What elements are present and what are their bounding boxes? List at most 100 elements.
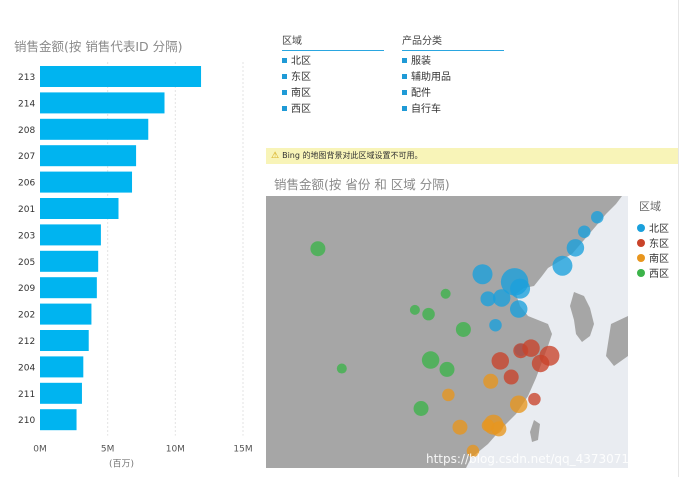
map-canvas bbox=[310, 196, 628, 468]
bar-213[interactable] bbox=[40, 66, 202, 87]
bar-201[interactable] bbox=[40, 198, 119, 219]
map-bubble[interactable] bbox=[413, 401, 429, 416]
slicer-category: 产品分类 服装 辅助用品 配件 自行车 bbox=[402, 32, 504, 118]
x-tick-label: 15M bbox=[233, 445, 252, 455]
legend-item-west[interactable]: 西区 bbox=[637, 265, 669, 280]
bar-204[interactable] bbox=[40, 356, 84, 378]
y-tick-label: 213 bbox=[18, 73, 35, 83]
y-tick-label: 205 bbox=[18, 258, 35, 268]
y-tick-label: 208 bbox=[18, 126, 35, 136]
map-bubble[interactable] bbox=[483, 373, 499, 389]
x-tick-label: 10M bbox=[166, 445, 185, 455]
map-bubble[interactable] bbox=[591, 211, 604, 224]
slicer-item-accessories-aux[interactable]: 辅助用品 bbox=[402, 70, 504, 86]
frame-divider bbox=[678, 0, 679, 477]
bar-207[interactable] bbox=[40, 145, 137, 167]
bar-205[interactable] bbox=[40, 250, 99, 272]
y-tick-label: 204 bbox=[18, 363, 35, 373]
bar-211[interactable] bbox=[40, 382, 82, 404]
warning-text: Bing 的地图背景对此区域设置不可用。 bbox=[282, 151, 423, 160]
checkbox-icon[interactable] bbox=[402, 89, 407, 95]
slicer-region-title: 区域 bbox=[282, 32, 384, 51]
map-bubble[interactable] bbox=[509, 395, 528, 414]
legend-item-east[interactable]: 东区 bbox=[637, 235, 669, 250]
bar-210[interactable] bbox=[40, 409, 77, 431]
map-bubble[interactable] bbox=[528, 392, 541, 406]
slicer-category-title: 产品分类 bbox=[402, 32, 504, 51]
legend-north-dot bbox=[637, 224, 645, 232]
legend-item-north[interactable]: 北区 bbox=[637, 220, 669, 235]
y-tick-label: 211 bbox=[18, 390, 35, 400]
map-bubble[interactable] bbox=[439, 361, 455, 377]
bar-212[interactable] bbox=[40, 330, 89, 351]
legend-west-dot bbox=[637, 269, 645, 277]
watermark-text: https://blog.csdn.net/qq_43730719 bbox=[426, 452, 637, 466]
map-bubble[interactable] bbox=[510, 278, 531, 299]
bar-202[interactable] bbox=[40, 303, 92, 325]
map-bubble[interactable] bbox=[491, 352, 510, 370]
map-bubble[interactable] bbox=[472, 264, 493, 285]
map-bubble[interactable] bbox=[492, 289, 511, 307]
map-bubble[interactable] bbox=[566, 239, 585, 257]
slicer-region: 区域 北区 东区 南区 西区 bbox=[282, 32, 384, 118]
bar-206[interactable] bbox=[40, 171, 133, 193]
taiwan-shape bbox=[530, 420, 540, 442]
checkbox-icon[interactable] bbox=[282, 89, 287, 95]
map-bubble[interactable] bbox=[503, 369, 519, 385]
y-tick-label: 202 bbox=[18, 311, 35, 321]
map-bubble[interactable] bbox=[442, 388, 455, 402]
slicer-item-south[interactable]: 南区 bbox=[282, 86, 384, 102]
map-warning-banner: ⚠ Bing 的地图背景对此区域设置不可用。 bbox=[266, 148, 678, 164]
map-bubble[interactable] bbox=[409, 304, 420, 315]
bubble-map[interactable] bbox=[266, 196, 628, 468]
map-bubble[interactable] bbox=[452, 419, 468, 435]
bar-203[interactable] bbox=[40, 224, 101, 246]
checkbox-icon[interactable] bbox=[402, 105, 407, 111]
map-bubble[interactable] bbox=[509, 300, 528, 318]
bar-chart-title: 销售金额(按 销售代表ID 分隔) bbox=[14, 39, 183, 54]
slicer-item-clothing[interactable]: 服装 bbox=[402, 54, 504, 70]
map-bubble[interactable] bbox=[336, 363, 347, 374]
bar-208[interactable] bbox=[40, 118, 149, 140]
slicer-item-components[interactable]: 配件 bbox=[402, 86, 504, 102]
slicer-item-bikes[interactable]: 自行车 bbox=[402, 102, 504, 118]
hainan-shape bbox=[451, 447, 469, 461]
y-tick-label: 206 bbox=[18, 179, 35, 189]
legend-east-dot bbox=[637, 239, 645, 247]
slicer-item-west[interactable]: 西区 bbox=[282, 102, 384, 118]
map-bubble[interactable] bbox=[531, 354, 550, 373]
map-bubble[interactable] bbox=[466, 444, 480, 458]
y-tick-label: 201 bbox=[18, 205, 35, 215]
map-bubble[interactable] bbox=[552, 255, 573, 276]
map-bubble[interactable] bbox=[513, 343, 529, 359]
bar-chart: 0M 5M 10M 15M (百万) 213 214 208 207 206 201 203 205 20… bbox=[18, 62, 253, 470]
map-bubble[interactable] bbox=[310, 241, 326, 257]
map-bubble[interactable] bbox=[480, 291, 496, 307]
y-tick-label: 214 bbox=[18, 99, 35, 109]
slicer-item-east[interactable]: 东区 bbox=[282, 70, 384, 86]
x-axis-unit-label: (百万) bbox=[109, 459, 134, 470]
sea-shape bbox=[466, 196, 628, 468]
map-bubble[interactable] bbox=[481, 419, 495, 432]
map-bubble[interactable] bbox=[440, 288, 451, 299]
slicer-item-north[interactable]: 北区 bbox=[282, 54, 384, 70]
y-tick-label: 209 bbox=[18, 284, 35, 294]
checkbox-icon[interactable] bbox=[402, 73, 407, 79]
korea-shape bbox=[570, 292, 594, 342]
y-tick-label: 203 bbox=[18, 231, 35, 241]
y-tick-label: 210 bbox=[18, 416, 35, 426]
checkbox-icon[interactable] bbox=[282, 73, 287, 79]
legend-item-south[interactable]: 南区 bbox=[637, 250, 669, 265]
map-bubble[interactable] bbox=[489, 318, 502, 332]
map-bubble[interactable] bbox=[422, 307, 435, 321]
bar-214[interactable] bbox=[40, 92, 165, 114]
map-bubble[interactable] bbox=[491, 421, 507, 437]
checkbox-icon[interactable] bbox=[282, 57, 287, 63]
map-bubble[interactable] bbox=[455, 321, 471, 337]
map-bubble[interactable] bbox=[421, 351, 440, 369]
legend-south-dot bbox=[637, 254, 645, 262]
map-bubble[interactable] bbox=[578, 225, 591, 238]
checkbox-icon[interactable] bbox=[402, 57, 407, 63]
bar-209[interactable] bbox=[40, 277, 97, 299]
checkbox-icon[interactable] bbox=[282, 105, 287, 111]
